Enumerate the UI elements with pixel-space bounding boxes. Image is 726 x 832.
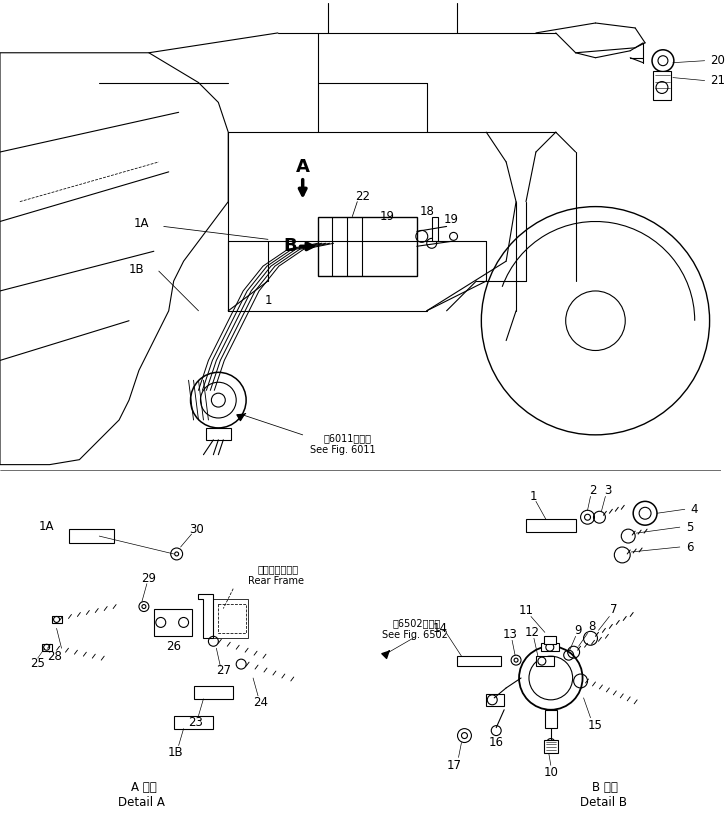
Bar (206, 428, 232, 440)
Bar (70, 529, 114, 543)
Bar (154, 608, 192, 636)
Bar (486, 694, 504, 706)
Bar (174, 716, 213, 729)
Text: Rear Frame: Rear Frame (248, 576, 304, 586)
Bar (536, 656, 554, 666)
Text: 25: 25 (30, 656, 45, 670)
Text: 6: 6 (686, 541, 693, 553)
Bar (317, 216, 417, 276)
Bar (194, 686, 233, 699)
Bar (544, 636, 556, 644)
Text: 9: 9 (574, 624, 582, 636)
Text: 第6502図参照: 第6502図参照 (393, 618, 441, 628)
Text: 10: 10 (543, 765, 558, 779)
Text: See Fig. 6502: See Fig. 6502 (382, 631, 448, 641)
Text: 1: 1 (529, 490, 537, 503)
Text: 第6011図参照: 第6011図参照 (323, 433, 372, 443)
Bar (544, 740, 558, 754)
Text: A: A (295, 158, 309, 176)
Text: 27: 27 (216, 664, 231, 676)
Bar (544, 710, 557, 728)
Text: 1A: 1A (134, 217, 149, 230)
Text: 3: 3 (604, 484, 611, 497)
Text: 22: 22 (355, 191, 370, 203)
Text: 30: 30 (189, 522, 204, 536)
Text: 18: 18 (420, 205, 434, 218)
Text: 13: 13 (502, 628, 518, 641)
Text: 21: 21 (711, 74, 725, 87)
Text: See Fig. 6011: See Fig. 6011 (309, 445, 375, 455)
Text: B: B (283, 237, 297, 255)
Text: 20: 20 (711, 54, 725, 67)
Bar (432, 216, 438, 241)
Text: 14: 14 (433, 622, 448, 635)
Bar (653, 71, 671, 101)
Text: A 詳細: A 詳細 (131, 780, 157, 794)
Bar (526, 519, 576, 532)
Text: 24: 24 (253, 696, 269, 710)
Text: 19: 19 (380, 210, 394, 223)
Text: 8: 8 (588, 620, 595, 633)
Text: 1B: 1B (129, 263, 144, 275)
Text: 26: 26 (166, 640, 182, 653)
Text: B 詳細: B 詳細 (592, 780, 619, 794)
Text: Detail A: Detail A (118, 795, 166, 809)
Text: 1B: 1B (168, 746, 184, 759)
Bar (541, 643, 559, 651)
Text: 29: 29 (142, 572, 156, 585)
Text: 17: 17 (447, 759, 462, 772)
Text: 7: 7 (610, 603, 617, 616)
Text: リャーフレーム: リャーフレーム (257, 564, 298, 574)
Circle shape (633, 502, 657, 525)
Bar (52, 617, 62, 623)
Text: 4: 4 (690, 503, 698, 516)
Text: Detail B: Detail B (580, 795, 627, 809)
Bar (457, 656, 501, 666)
Text: 1A: 1A (39, 520, 54, 532)
Text: 12: 12 (524, 626, 539, 639)
Text: 2: 2 (589, 484, 596, 497)
Text: 11: 11 (518, 604, 534, 617)
Polygon shape (0, 52, 228, 464)
Text: 19: 19 (444, 213, 459, 226)
Text: 1: 1 (264, 295, 272, 307)
Polygon shape (198, 594, 213, 638)
Text: 23: 23 (188, 716, 203, 729)
Bar (213, 598, 248, 638)
Circle shape (519, 646, 582, 710)
Text: 5: 5 (686, 521, 693, 533)
Text: 28: 28 (47, 650, 62, 662)
Text: 16: 16 (489, 736, 504, 749)
Text: 15: 15 (588, 719, 603, 732)
Bar (41, 644, 52, 651)
